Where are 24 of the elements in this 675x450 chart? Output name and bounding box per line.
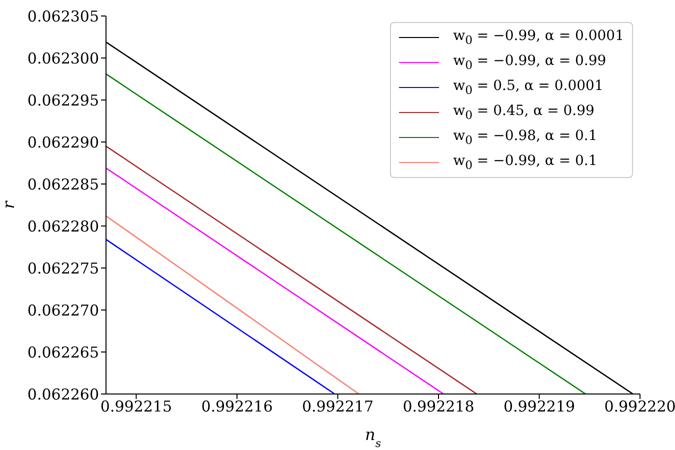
- y-tick-label: 0.062265: [27, 343, 99, 362]
- x-tick-label: 0.992218: [402, 398, 474, 416]
- x-tick-label: 0.992220: [604, 398, 675, 416]
- x-tick-label: 0.992217: [302, 398, 374, 416]
- y-tick-label: 0.062290: [27, 133, 99, 152]
- y-tick-label: 0.062305: [27, 7, 99, 26]
- legend-label: w$_{0}$ = −0.99, α = 0.0001: [453, 28, 624, 47]
- y-tick-label: 0.062275: [27, 259, 99, 278]
- legend-label: w$_{0}$ = −0.99, α = 0.99: [453, 53, 606, 72]
- legend-label: w$_{0}$ = −0.98, α = 0.1: [453, 128, 598, 147]
- legend-label: w$_{0}$ = −0.99, α = 0.1: [453, 153, 598, 172]
- y-tick-label: 0.062260: [27, 385, 99, 404]
- x-tick-label: 0.992216: [201, 398, 273, 416]
- x-axis-title: n$_{s}$: [365, 425, 382, 450]
- legend-label: w$_{0}$ = 0.5, α = 0.0001: [453, 78, 604, 97]
- y-tick-label: 0.062295: [27, 91, 99, 110]
- legend-label: w$_{0}$ = 0.45, α = 0.99: [453, 103, 594, 122]
- y-tick-label: 0.062300: [27, 49, 99, 68]
- y-tick-label: 0.062280: [27, 217, 99, 236]
- y-axis-title: r: [0, 200, 18, 209]
- x-tick-label: 0.992219: [503, 398, 576, 416]
- y-tick-label: 0.062285: [27, 175, 99, 194]
- y-tick-label: 0.062270: [27, 301, 99, 320]
- x-tick-label: 0.992215: [100, 398, 172, 416]
